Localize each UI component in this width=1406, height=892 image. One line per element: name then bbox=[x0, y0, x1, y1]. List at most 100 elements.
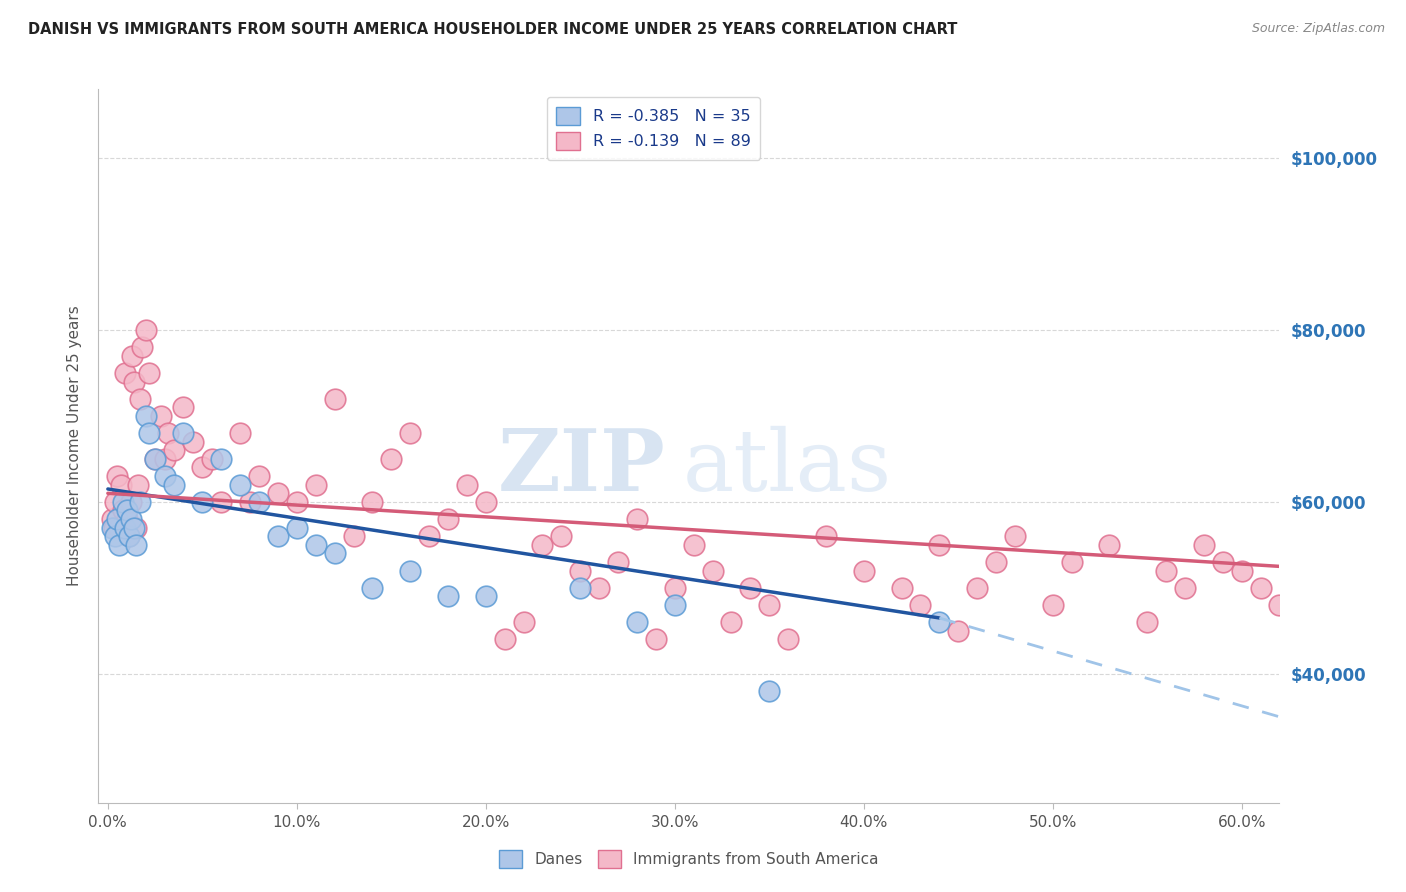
Point bbox=[127, 477, 149, 491]
Point bbox=[111, 495, 134, 509]
Point bbox=[121, 349, 143, 363]
Point bbox=[531, 538, 554, 552]
Point bbox=[607, 555, 630, 569]
Point bbox=[115, 512, 138, 526]
Point bbox=[1286, 555, 1309, 569]
Point bbox=[201, 451, 224, 466]
Point bbox=[143, 451, 166, 466]
Point bbox=[456, 477, 478, 491]
Point bbox=[247, 469, 270, 483]
Point bbox=[740, 581, 762, 595]
Point bbox=[966, 581, 988, 595]
Point bbox=[191, 460, 214, 475]
Point bbox=[758, 598, 780, 612]
Point bbox=[512, 615, 534, 630]
Point bbox=[1268, 598, 1291, 612]
Point bbox=[229, 477, 252, 491]
Point bbox=[285, 521, 308, 535]
Point bbox=[910, 598, 932, 612]
Point bbox=[163, 443, 186, 458]
Text: ZIP: ZIP bbox=[498, 425, 665, 509]
Point bbox=[1212, 555, 1234, 569]
Point bbox=[149, 409, 172, 423]
Point bbox=[124, 521, 146, 535]
Point bbox=[437, 590, 460, 604]
Point bbox=[125, 538, 148, 552]
Point bbox=[1154, 564, 1177, 578]
Point bbox=[720, 615, 742, 630]
Point bbox=[267, 529, 290, 543]
Point bbox=[1060, 555, 1083, 569]
Point bbox=[361, 581, 384, 595]
Point bbox=[1174, 581, 1197, 595]
Point bbox=[163, 477, 186, 491]
Point bbox=[209, 495, 232, 509]
Point bbox=[475, 495, 498, 509]
Point bbox=[702, 564, 724, 578]
Point bbox=[105, 469, 128, 483]
Point bbox=[118, 529, 141, 543]
Point bbox=[588, 581, 610, 595]
Point bbox=[104, 529, 127, 543]
Text: Source: ZipAtlas.com: Source: ZipAtlas.com bbox=[1251, 22, 1385, 36]
Point bbox=[1306, 572, 1329, 586]
Point bbox=[984, 555, 1007, 569]
Point bbox=[1136, 615, 1159, 630]
Point bbox=[1344, 564, 1367, 578]
Point bbox=[361, 495, 384, 509]
Point bbox=[114, 366, 136, 380]
Text: DANISH VS IMMIGRANTS FROM SOUTH AMERICA HOUSEHOLDER INCOME UNDER 25 YEARS CORREL: DANISH VS IMMIGRANTS FROM SOUTH AMERICA … bbox=[28, 22, 957, 37]
Point bbox=[110, 477, 132, 491]
Point bbox=[120, 495, 142, 509]
Point bbox=[1250, 581, 1272, 595]
Point bbox=[114, 521, 136, 535]
Point bbox=[285, 495, 308, 509]
Point bbox=[138, 426, 160, 441]
Point bbox=[135, 323, 157, 337]
Point bbox=[267, 486, 290, 500]
Point bbox=[418, 529, 440, 543]
Point bbox=[124, 375, 146, 389]
Point bbox=[172, 426, 194, 441]
Point bbox=[118, 529, 141, 543]
Point bbox=[157, 426, 180, 441]
Point bbox=[115, 503, 138, 517]
Point bbox=[209, 451, 232, 466]
Point bbox=[125, 521, 148, 535]
Point bbox=[399, 564, 422, 578]
Point bbox=[105, 512, 128, 526]
Point bbox=[437, 512, 460, 526]
Point bbox=[1098, 538, 1121, 552]
Point bbox=[104, 495, 127, 509]
Point bbox=[1324, 753, 1347, 767]
Point bbox=[626, 615, 648, 630]
Point bbox=[1362, 581, 1385, 595]
Point bbox=[644, 632, 666, 647]
Text: atlas: atlas bbox=[683, 425, 893, 509]
Point bbox=[475, 590, 498, 604]
Point bbox=[247, 495, 270, 509]
Point bbox=[948, 624, 970, 638]
Point bbox=[890, 581, 912, 595]
Y-axis label: Householder Income Under 25 years: Householder Income Under 25 years bbox=[67, 306, 83, 586]
Point bbox=[682, 538, 704, 552]
Point bbox=[239, 495, 262, 509]
Point bbox=[131, 340, 153, 354]
Point bbox=[229, 426, 252, 441]
Point bbox=[143, 451, 166, 466]
Point bbox=[626, 512, 648, 526]
Point bbox=[305, 477, 328, 491]
Point bbox=[1004, 529, 1026, 543]
Point bbox=[108, 521, 131, 535]
Point bbox=[1230, 564, 1253, 578]
Point bbox=[172, 401, 194, 415]
Point bbox=[153, 469, 176, 483]
Point bbox=[305, 538, 328, 552]
Point bbox=[138, 366, 160, 380]
Point bbox=[928, 615, 950, 630]
Point bbox=[1382, 598, 1405, 612]
Point bbox=[1192, 538, 1215, 552]
Point bbox=[852, 564, 875, 578]
Point bbox=[928, 538, 950, 552]
Legend: Danes, Immigrants from South America: Danes, Immigrants from South America bbox=[494, 844, 884, 873]
